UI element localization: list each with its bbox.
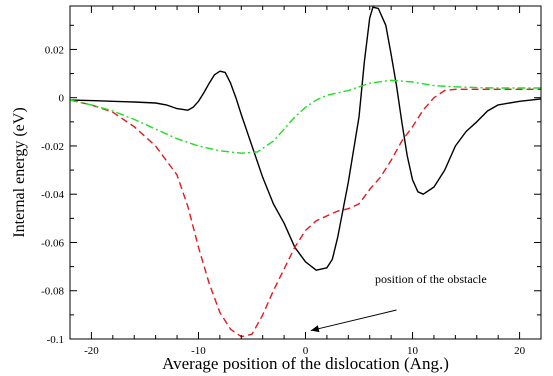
obstacle-arrow-head <box>310 325 320 333</box>
series-line-2 <box>69 88 541 338</box>
y-axis-label: Internal energy (eV) <box>11 107 28 237</box>
annotation-text: position of the obstacle <box>375 272 487 286</box>
y-tick-label: -0.08 <box>41 286 64 298</box>
y-tick-label: 0.02 <box>45 44 64 56</box>
y-tick-label: -0.02 <box>41 141 64 153</box>
y-tick-label: -0.04 <box>41 189 64 201</box>
x-tick-label: 10 <box>407 345 419 357</box>
plot-frame <box>69 5 542 340</box>
ticks-layer: -20 -10 0 10 20 -0.1 -0.08 -0.06 -0.04 -0.02 0 0.02 <box>41 6 542 357</box>
x-tick-label: 20 <box>514 345 526 357</box>
y-tick-label: 0 <box>59 93 65 105</box>
y-tick-label: -0.1 <box>47 334 64 346</box>
series-line-1 <box>69 6 542 271</box>
x-tick-label: -10 <box>191 345 206 357</box>
x-axis-label: Average position of the dislocation (Ang… <box>162 354 449 373</box>
x-tick-label: 0 <box>303 345 309 357</box>
y-tick-label: -0.06 <box>41 237 64 249</box>
x-tick-label: -20 <box>84 345 99 357</box>
obstacle-arrow <box>310 309 397 332</box>
series-layer <box>69 6 542 338</box>
series-line-3 <box>69 79 541 154</box>
annotation: position of the obstacle <box>310 272 487 333</box>
